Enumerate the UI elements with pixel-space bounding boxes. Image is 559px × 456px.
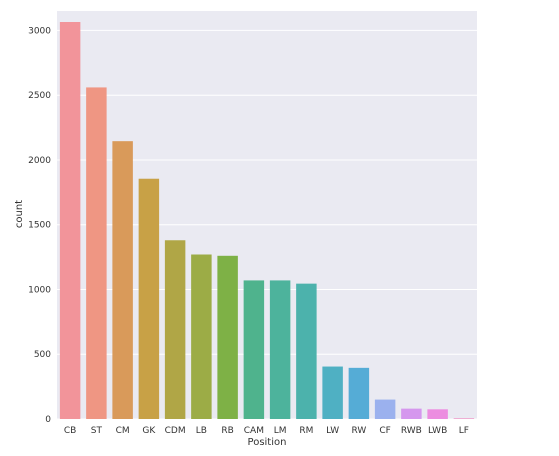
x-tick-label: LF	[459, 426, 469, 436]
bar-cf	[374, 399, 396, 419]
y-tick-label: 3000	[28, 26, 51, 36]
x-tick-label: CDM	[165, 426, 186, 436]
bar-rb	[217, 255, 238, 419]
x-tick-label: GK	[142, 426, 156, 436]
x-tick-label: CB	[64, 426, 76, 436]
x-tick-label: LWB	[428, 426, 447, 436]
x-tick-label: LM	[274, 426, 287, 436]
bar-rwb	[401, 408, 422, 419]
bar-lb	[191, 254, 212, 419]
x-tick-label: LB	[196, 426, 207, 436]
y-tick-label: 1000	[28, 285, 51, 295]
y-tick-label: 0	[45, 415, 51, 425]
x-tick-label: CM	[116, 426, 130, 436]
y-tick-label: 2000	[28, 156, 51, 166]
x-tick-label: RB	[221, 426, 233, 436]
y-axis-label: count	[14, 200, 25, 228]
bar-cam	[243, 280, 265, 419]
bar-cm	[112, 141, 133, 419]
bars	[59, 22, 475, 420]
bar-rm	[296, 283, 317, 419]
y-tick-label: 2500	[28, 91, 51, 101]
bar-lw	[322, 366, 343, 419]
bar-lm	[269, 280, 291, 419]
x-tick-label: ST	[91, 426, 103, 436]
bar-st	[86, 87, 107, 420]
x-tick-label: RW	[351, 426, 366, 436]
bar-rw	[348, 367, 370, 419]
bar-gk	[138, 178, 160, 419]
x-tick-label: RM	[299, 426, 313, 436]
x-tick-label: RWB	[401, 426, 422, 436]
x-tick-label: CAM	[244, 426, 264, 436]
bar-cdm	[164, 240, 186, 419]
y-tick-label: 500	[34, 350, 51, 360]
x-tick-labels: CB ST CM GK CDM LB RB CAM LM RM LW RW CF RWB LWB LF	[64, 426, 469, 436]
x-tick-label: LW	[326, 426, 339, 436]
bar-lf	[453, 418, 475, 419]
y-tick-label: 1500	[28, 221, 51, 231]
x-tick-label: CF	[379, 426, 390, 436]
x-axis-label: Position	[248, 437, 287, 448]
bar-lwb	[427, 409, 448, 419]
bar-cb	[59, 22, 81, 420]
y-tick-labels: 0 500 1000 1500 2000 2500 3000	[28, 26, 51, 425]
